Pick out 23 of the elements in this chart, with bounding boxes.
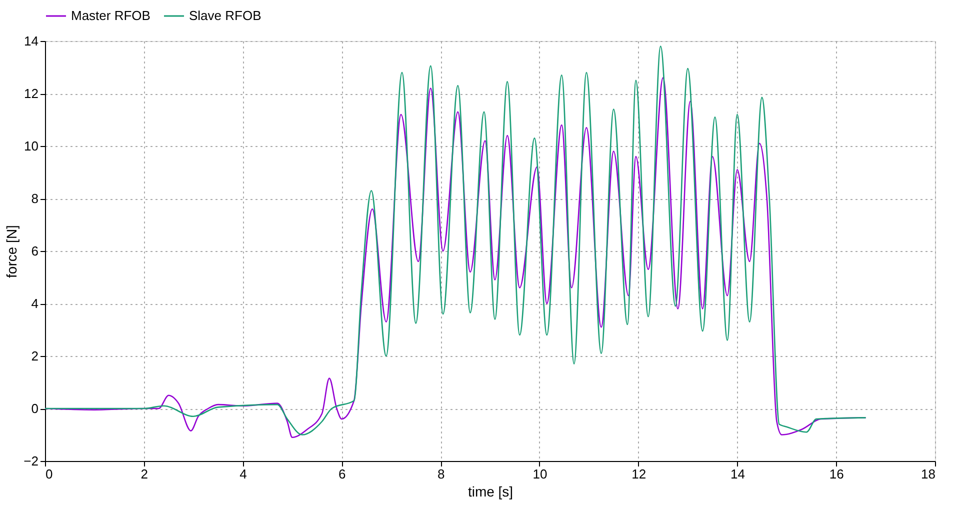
y-tick-label: 10 — [24, 138, 38, 154]
y-tick-label: 8 — [31, 191, 38, 206]
y-tick-label: 14 — [24, 34, 38, 48]
y-tick-label: 6 — [31, 244, 38, 258]
x-tick-label: 14 — [730, 466, 745, 482]
x-tick-label: 12 — [632, 466, 646, 482]
x-tick-label: 8 — [437, 466, 445, 482]
y-tick-label: 0 — [31, 401, 38, 416]
x-tick-label: 16 — [829, 466, 844, 482]
legend-label: Slave RFOB — [189, 8, 262, 23]
y-tick-label: 4 — [31, 296, 38, 311]
y-axis-title: force [N] — [4, 225, 20, 278]
x-tick-label: 4 — [240, 466, 247, 482]
x-tick-label: 0 — [46, 466, 53, 482]
y-tick-label: −2 — [24, 454, 38, 468]
x-tick-label: 6 — [338, 466, 346, 482]
y-tick-label: 12 — [24, 86, 38, 101]
y-tick-label: 2 — [31, 348, 38, 364]
x-tick-label: 2 — [140, 466, 148, 482]
x-axis-title: time [s] — [468, 484, 514, 500]
x-tick-label: 10 — [532, 466, 548, 482]
legend-label: Master RFOB — [71, 8, 150, 23]
x-tick-label: 18 — [921, 466, 936, 482]
